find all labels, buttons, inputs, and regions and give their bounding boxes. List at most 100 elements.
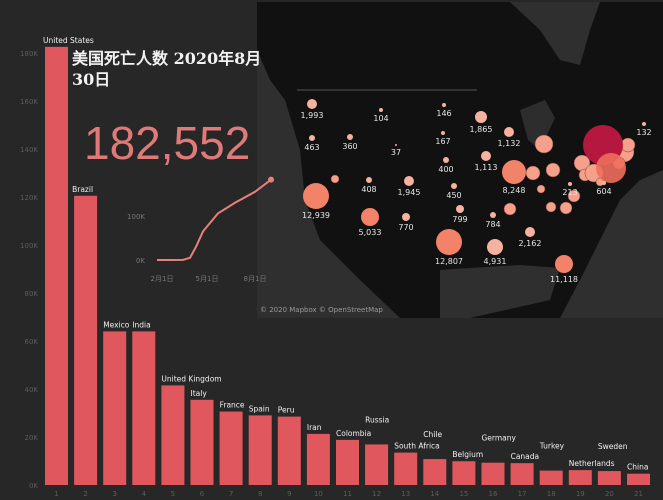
bar-label: Spain bbox=[249, 404, 270, 413]
map-bubble bbox=[456, 205, 464, 213]
map-bubble-label: 770 bbox=[398, 223, 413, 232]
map-bubble-label: 8,248 bbox=[503, 186, 526, 195]
map-bubble bbox=[404, 176, 414, 186]
bar-italy bbox=[190, 399, 214, 485]
y-tick-label: 160K bbox=[20, 98, 38, 106]
x-tick-label: 2 bbox=[83, 490, 87, 498]
y-tick-label: 80K bbox=[25, 290, 39, 298]
line-x-tick: 5月1日 bbox=[196, 275, 219, 283]
map-bubble-label: 784 bbox=[485, 220, 500, 229]
map-bubble-label: 11,118 bbox=[550, 275, 578, 284]
map-bubble-label: 104 bbox=[373, 114, 388, 123]
death-trend-line bbox=[157, 178, 272, 261]
bar-label: Sweden bbox=[598, 442, 628, 451]
x-tick-label: 10 bbox=[314, 490, 323, 498]
bar-label: United Kingdom bbox=[161, 374, 221, 383]
map-bubble bbox=[568, 182, 572, 186]
bar-india bbox=[132, 331, 156, 485]
y-tick-label: 20K bbox=[25, 434, 39, 442]
bar-brazil bbox=[74, 195, 98, 486]
map-bubble-label: 463 bbox=[304, 143, 319, 152]
map-bubble bbox=[330, 174, 340, 184]
x-tick-label: 11 bbox=[343, 490, 352, 498]
line-y-tick: 0K bbox=[136, 257, 145, 265]
map-bubble bbox=[451, 183, 457, 189]
map-bubble bbox=[481, 151, 491, 161]
map-bubble-label: 132 bbox=[636, 128, 651, 137]
map-bubble bbox=[361, 208, 379, 226]
map-bubble bbox=[487, 239, 503, 255]
map-bubble bbox=[490, 212, 496, 218]
map-bubble-label: 1,865 bbox=[470, 125, 493, 134]
page-title: 美国死亡人数 2020年8月30日 bbox=[72, 49, 262, 89]
y-tick-label: 60K bbox=[25, 338, 39, 346]
x-tick-label: 7 bbox=[229, 490, 233, 498]
bar-united-kingdom bbox=[161, 385, 185, 485]
x-tick-label: 1 bbox=[54, 490, 58, 498]
line-y-tick: 100K bbox=[127, 213, 145, 221]
bar-canada bbox=[510, 463, 534, 485]
map-bubble bbox=[475, 111, 487, 123]
map-bubble bbox=[441, 131, 445, 135]
map-bubble-label: 2,162 bbox=[519, 239, 542, 248]
bar-label: Iran bbox=[307, 423, 322, 432]
map-bubble-label: 146 bbox=[436, 109, 451, 118]
x-tick-label: 20 bbox=[605, 490, 614, 498]
map-bubble-label: 37 bbox=[391, 148, 401, 157]
y-tick-label: 120K bbox=[20, 194, 38, 202]
map-bubble bbox=[504, 127, 514, 137]
bar-iran bbox=[306, 433, 330, 485]
bar-label: Peru bbox=[278, 406, 295, 415]
x-tick-label: 8 bbox=[258, 490, 262, 498]
bar-label: Turkey bbox=[539, 442, 565, 451]
map-bubble-label: 400 bbox=[438, 165, 453, 174]
x-tick-label: 3 bbox=[112, 490, 116, 498]
map-bubble-label: 799 bbox=[452, 215, 467, 224]
map-bubble-label: 1,113 bbox=[475, 163, 498, 172]
bar-china bbox=[627, 473, 650, 485]
map-bubble bbox=[559, 201, 573, 215]
map-bubble-label: 450 bbox=[446, 191, 461, 200]
line-x-tick: 2月1日 bbox=[151, 275, 174, 283]
map-bubble bbox=[442, 103, 446, 107]
bar-label: Germany bbox=[482, 434, 517, 443]
y-tick-label: 180K bbox=[20, 50, 38, 58]
bar-label: Italy bbox=[191, 389, 208, 398]
map-bubble-label: 604 bbox=[596, 187, 611, 196]
map-attribution[interactable]: © 2020 Mapbox © OpenStreetMap bbox=[260, 306, 383, 314]
map-bubble-label: 167 bbox=[435, 137, 450, 146]
bar-netherlands bbox=[568, 470, 592, 485]
x-tick-label: 19 bbox=[576, 490, 585, 498]
map-bubble-label: 1,993 bbox=[301, 111, 324, 120]
bar-label: Netherlands bbox=[569, 459, 615, 468]
map-bubble-label: 408 bbox=[361, 185, 376, 194]
map-bubble bbox=[443, 157, 449, 163]
bar-label: Colombia bbox=[336, 429, 371, 438]
x-tick-label: 9 bbox=[287, 490, 291, 498]
y-tick-label: 0K bbox=[29, 482, 38, 490]
map-bubble bbox=[395, 144, 397, 146]
map-bubble bbox=[303, 183, 329, 209]
map-bubble bbox=[534, 134, 554, 154]
bar-russia bbox=[365, 444, 389, 485]
bar-label: China bbox=[627, 463, 648, 472]
map-bubble bbox=[307, 99, 317, 109]
map-bubble bbox=[525, 227, 535, 237]
atlantic-ocean bbox=[560, 170, 663, 318]
map-bubble bbox=[502, 160, 526, 184]
bar-sweden bbox=[597, 471, 621, 485]
bar-label: Russia bbox=[365, 415, 389, 424]
map-bubble bbox=[620, 137, 636, 153]
bar-belgium bbox=[452, 461, 476, 485]
map-bubble bbox=[642, 122, 646, 126]
map-bubble-label: 360 bbox=[342, 142, 357, 151]
x-tick-label: 6 bbox=[200, 490, 205, 498]
bar-label: South Africa bbox=[394, 442, 440, 451]
map-bubble bbox=[347, 134, 353, 140]
map-bubble bbox=[545, 201, 557, 213]
map-bubble bbox=[402, 213, 410, 221]
bar-colombia bbox=[336, 439, 359, 485]
hudson-bay bbox=[510, 2, 600, 65]
headline-death-count: 182,552 bbox=[84, 117, 251, 169]
